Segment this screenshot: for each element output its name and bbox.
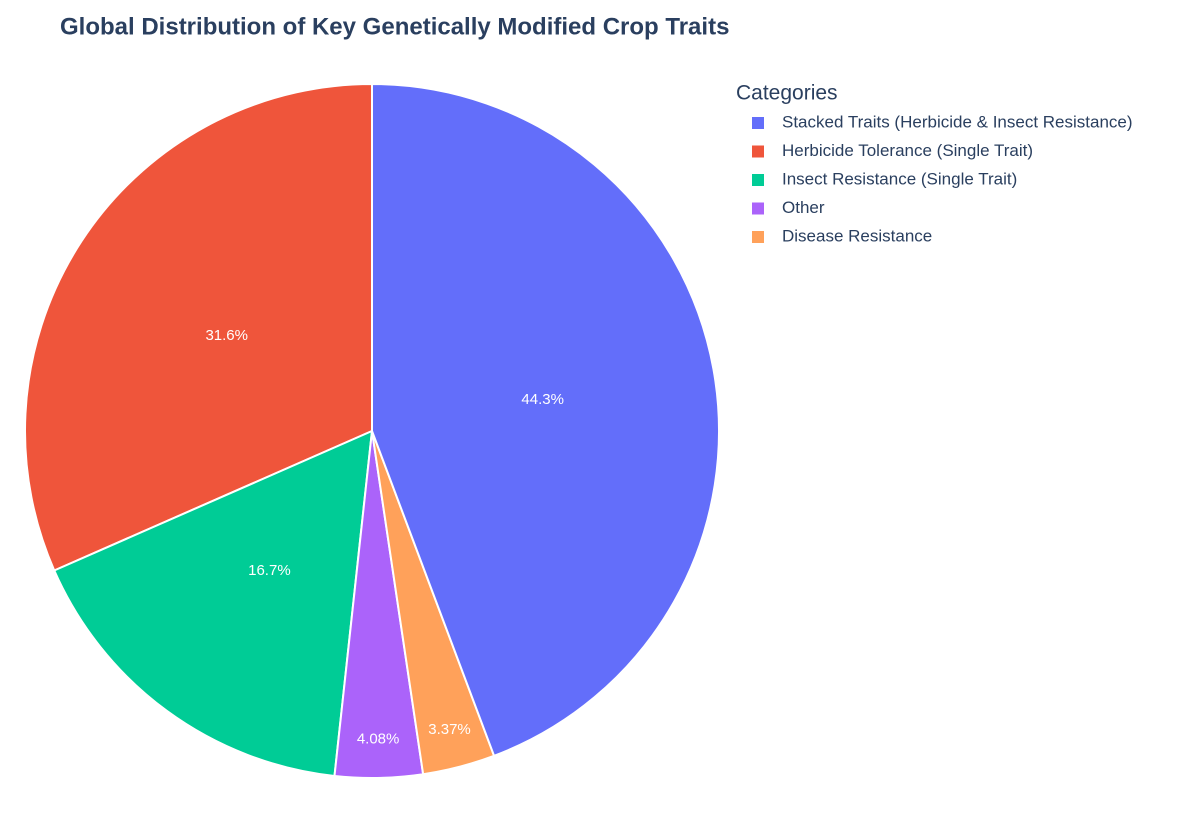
legend-label: Herbicide Tolerance (Single Trait) xyxy=(782,141,1033,160)
legend-swatch xyxy=(752,145,764,158)
legend-label: Disease Resistance xyxy=(782,226,932,245)
pie-slice xyxy=(24,82,373,572)
legend-label: Insect Resistance (Single Trait) xyxy=(782,169,1017,188)
legend-swatch xyxy=(752,231,764,243)
legend-label: Other xyxy=(782,198,825,217)
legend-swatch xyxy=(752,202,764,215)
slice-label: 3.37% xyxy=(428,721,471,738)
slice-label: 16.7% xyxy=(248,562,291,579)
pie-slice xyxy=(371,82,720,758)
slice-label: 31.6% xyxy=(205,327,248,344)
chart-title: Global Distribution of Key Genetically M… xyxy=(60,13,729,40)
legend-swatch xyxy=(752,117,764,129)
pie-slice xyxy=(52,429,374,778)
legend-swatch xyxy=(752,174,764,186)
slice-label: 44.3% xyxy=(521,391,564,408)
legend-title: Categories xyxy=(736,82,838,105)
legend-label: Stacked Traits (Herbicide & Insect Resis… xyxy=(782,112,1133,131)
slice-label: 4.08% xyxy=(357,731,400,748)
